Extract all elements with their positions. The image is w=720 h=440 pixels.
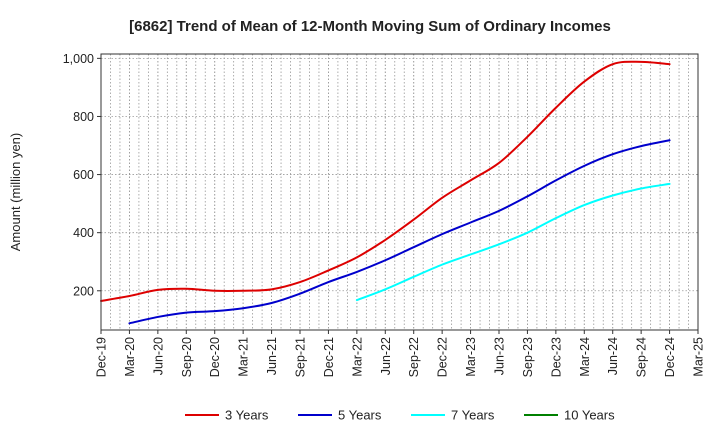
x-tick-label: Dec-21 xyxy=(322,337,336,377)
x-tick-label: Dec-23 xyxy=(549,337,563,377)
legend: 3 Years 5 Years 7 Years 10 Years xyxy=(185,408,615,423)
x-tick-label: Jun-22 xyxy=(379,337,393,375)
x-tick-label: Mar-25 xyxy=(692,337,706,377)
x-tick-label: Sep-23 xyxy=(521,337,535,377)
x-tick-label: Mar-22 xyxy=(350,337,364,377)
x-tick-label: Dec-20 xyxy=(208,337,222,377)
x-tick-label: Dec-24 xyxy=(663,337,677,377)
series-line-3-years xyxy=(100,60,671,302)
x-tick-label: Jun-20 xyxy=(151,337,165,375)
x-tick-label: Sep-20 xyxy=(180,337,194,377)
y-tick-label: 1,000 xyxy=(63,52,94,66)
x-tick-label: Dec-22 xyxy=(436,337,450,377)
x-tick-label: Sep-24 xyxy=(635,337,649,377)
series-line-5-years xyxy=(128,139,671,325)
legend-label-3-years: 3 Years xyxy=(225,408,269,423)
x-tick-label: Mar-23 xyxy=(464,337,478,377)
y-tick-label: 600 xyxy=(73,168,94,182)
y-tick-label: 800 xyxy=(73,110,94,124)
x-tick-label: Sep-22 xyxy=(407,337,421,377)
x-tick-label: Sep-21 xyxy=(294,337,308,377)
y-axis-ticks: 200 400 600 800 1,000 xyxy=(63,52,101,298)
x-axis-ticks: Dec-19 Mar-20 Jun-20 Sep-20 Dec-20 Mar-21 Jun-… xyxy=(95,330,706,377)
x-tick-label: Jun-21 xyxy=(265,337,279,375)
y-tick-label: 200 xyxy=(73,284,94,298)
x-tick-label: Mar-24 xyxy=(578,337,592,377)
y-tick-label: 400 xyxy=(73,226,94,240)
series-lines xyxy=(100,60,671,325)
x-tick-label: Dec-19 xyxy=(95,337,109,377)
plot-frame xyxy=(100,53,699,331)
legend-label-7-years: 7 Years xyxy=(451,408,495,423)
grid xyxy=(100,54,699,330)
chart-title: [6862] Trend of Mean of 12-Month Moving … xyxy=(129,18,611,35)
x-tick-label: Jun-24 xyxy=(606,337,620,375)
x-tick-label: Mar-20 xyxy=(123,337,137,377)
x-tick-label: Jun-23 xyxy=(493,337,507,375)
y-axis-label: Amount (million yen) xyxy=(8,133,23,252)
series-line-7-years xyxy=(355,182,671,302)
legend-label-5-years: 5 Years xyxy=(338,408,382,423)
legend-label-10-years: 10 Years xyxy=(564,408,615,423)
x-tick-label: Mar-21 xyxy=(237,337,251,377)
